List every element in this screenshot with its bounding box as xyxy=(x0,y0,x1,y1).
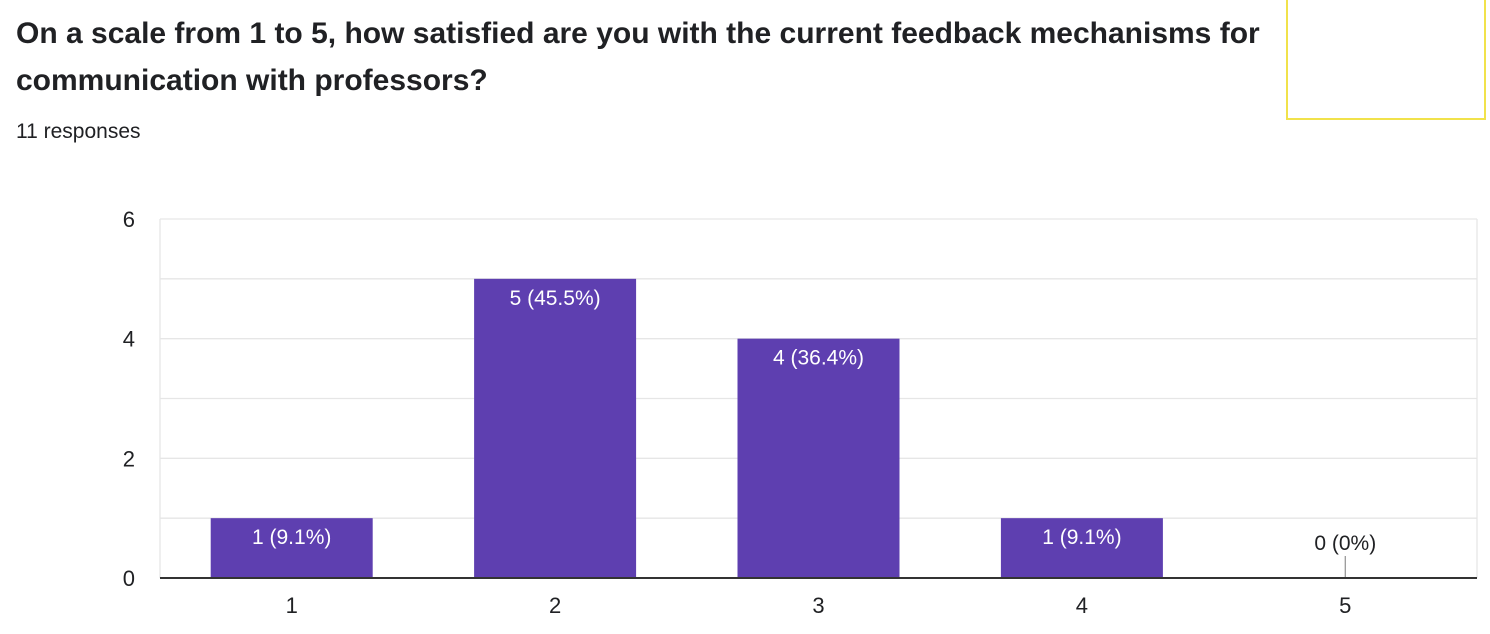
bar-data-label: 1 (9.1%) xyxy=(1042,526,1121,549)
x-tick-label: 5 xyxy=(1339,593,1351,618)
x-tick-label: 4 xyxy=(1076,593,1088,618)
question-title: On a scale from 1 to 5, how satisfied ar… xyxy=(16,17,1260,97)
bar-data-label: 4 (36.4%) xyxy=(773,347,864,370)
response-count: 11 responses xyxy=(16,120,141,143)
bar-data-label: 5 (45.5%) xyxy=(510,287,601,310)
x-tick-label: 3 xyxy=(812,593,824,618)
bar xyxy=(1000,518,1163,578)
bar-data-label: 0 (0%) xyxy=(1314,532,1376,555)
bar xyxy=(474,278,637,578)
highlight-box xyxy=(1286,0,1486,120)
chart-bars xyxy=(210,278,1346,578)
bar xyxy=(737,338,900,578)
chart-data-labels: 1 (9.1%) 5 (45.5%) 4 (36.4%) 1 (9.1%) 0 (0%) xyxy=(252,287,1376,555)
bar-data-label: 1 (9.1%) xyxy=(252,526,331,549)
y-tick-label: 4 xyxy=(123,327,135,352)
chart-y-axis: 0 2 4 6 xyxy=(123,207,135,591)
x-tick-label: 1 xyxy=(286,593,298,618)
chart-x-axis: 1 2 3 4 5 xyxy=(160,577,1477,618)
y-tick-label: 2 xyxy=(123,446,135,471)
x-tick-label: 2 xyxy=(549,593,561,618)
y-tick-label: 6 xyxy=(123,207,135,232)
bar xyxy=(210,518,373,578)
y-tick-label: 0 xyxy=(123,566,135,591)
